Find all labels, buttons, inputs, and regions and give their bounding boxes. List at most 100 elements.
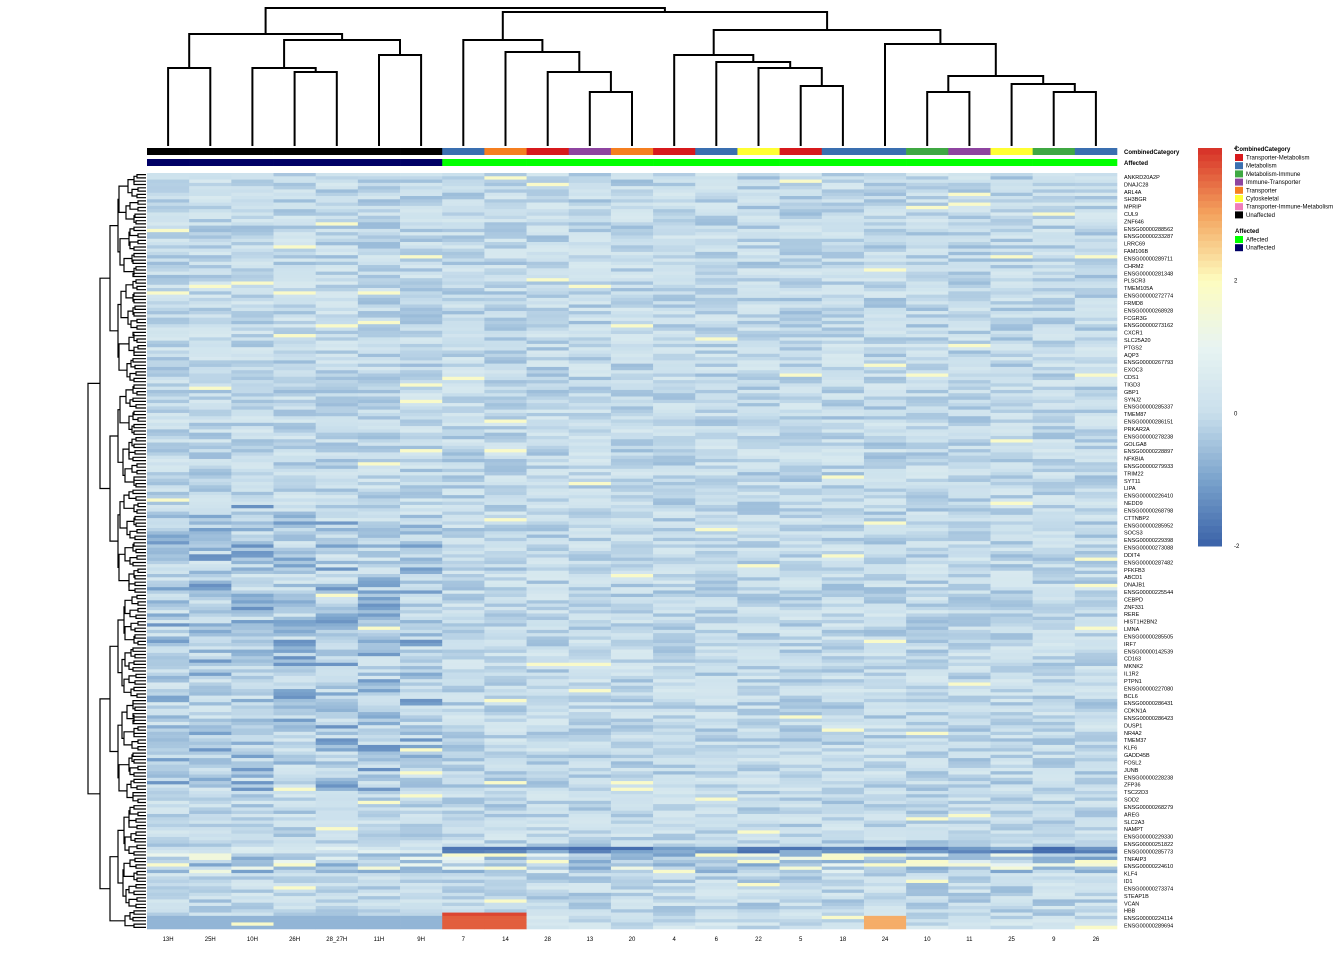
heatmap-cell	[442, 320, 485, 325]
heatmap-cell	[147, 373, 190, 378]
heatmap-cell	[990, 547, 1033, 552]
heatmap-cell	[1074, 186, 1118, 190]
heatmap-cell	[821, 370, 865, 374]
heatmap-cell	[779, 498, 823, 502]
heatmap-cell	[948, 242, 991, 246]
heatmap-cell	[906, 830, 949, 834]
heatmap-cell	[442, 370, 485, 374]
heatmap-cell	[1032, 429, 1076, 433]
heatmap-cell	[442, 426, 485, 430]
heatmap-cell	[779, 610, 823, 614]
heatmap-cell	[695, 587, 738, 591]
heatmap-cell	[526, 495, 570, 499]
heatmap-cell	[189, 662, 232, 667]
heatmap-cell	[821, 514, 865, 519]
heatmap-cell	[147, 416, 190, 420]
heatmap-cell	[442, 708, 485, 713]
heatmap-cell	[610, 481, 654, 486]
heatmap-cell	[863, 649, 907, 654]
heatmap-cell	[400, 468, 443, 473]
heatmap-cell	[484, 472, 527, 476]
heatmap-cell	[1074, 616, 1118, 621]
heatmap-cell	[863, 800, 907, 805]
heatmap-cell	[273, 511, 316, 516]
heatmap-cell	[442, 383, 485, 387]
heatmap-cell	[779, 311, 823, 315]
heatmap-cell	[273, 370, 316, 374]
heatmap-cell	[1032, 761, 1076, 765]
heatmap-cell	[315, 771, 359, 775]
heatmap-cell	[189, 613, 232, 618]
heatmap-cell	[526, 797, 570, 802]
heatmap-cell	[653, 432, 696, 437]
heatmap-cell	[906, 629, 949, 634]
heatmap-cell	[231, 199, 274, 203]
heatmap-cell	[442, 314, 485, 318]
heatmap-cell	[273, 541, 316, 545]
heatmap-cell	[821, 475, 865, 479]
heatmap-cell	[526, 475, 570, 479]
heatmap-cell	[948, 836, 991, 841]
heatmap-cell	[357, 623, 401, 627]
heatmap-cell	[610, 340, 654, 345]
heatmap-cell	[695, 603, 738, 608]
heatmap-cell	[610, 567, 654, 572]
heatmap-cell	[779, 771, 823, 775]
heatmap-cell	[821, 202, 865, 207]
heatmap-cell	[948, 869, 991, 874]
heatmap-cell	[1074, 215, 1118, 220]
heatmap-cell	[948, 705, 991, 710]
heatmap-cell	[1074, 761, 1118, 765]
heatmap-cell	[906, 343, 949, 348]
heatmap-cell	[695, 504, 738, 509]
heatmap-cell	[147, 547, 190, 552]
heatmap-cell	[1074, 334, 1118, 338]
heatmap-cell	[442, 689, 485, 693]
heatmap-cell	[526, 616, 570, 621]
heatmap-cell	[821, 787, 865, 792]
heatmap-cell	[779, 495, 823, 499]
heatmap-cell	[273, 274, 316, 279]
heatmap-cell	[526, 366, 570, 371]
heatmap-cell	[990, 748, 1033, 752]
heatmap-cell	[189, 856, 232, 861]
heatmap-cell	[863, 232, 907, 236]
heatmap-cell	[273, 301, 316, 305]
heatmap-cell	[653, 623, 696, 627]
heatmap-cell	[906, 251, 949, 256]
heatmap-cell	[821, 268, 865, 272]
heatmap-cell	[1074, 209, 1118, 213]
heatmap-cell	[863, 242, 907, 246]
heatmap-cell	[863, 626, 907, 631]
heatmap-cell	[1032, 790, 1076, 795]
heatmap-cell	[526, 219, 570, 223]
heatmap-cell	[400, 744, 443, 749]
heatmap-cell	[400, 212, 443, 217]
heatmap-cell	[147, 692, 190, 696]
heatmap-cell	[484, 623, 527, 627]
heatmap-cell	[1032, 636, 1076, 641]
heatmap-cell	[189, 508, 232, 512]
heatmap-cell	[315, 735, 359, 739]
heatmap-cell	[906, 597, 949, 601]
heatmap-cell	[147, 317, 190, 322]
heatmap-cell	[357, 261, 401, 266]
heatmap-cell	[695, 452, 738, 456]
heatmap-cell	[653, 873, 696, 877]
heatmap-cell	[526, 271, 570, 276]
heatmap-cell	[484, 771, 527, 775]
heatmap-cell	[1032, 564, 1076, 568]
heatmap-cell	[695, 764, 738, 769]
heatmap-cell	[737, 580, 780, 585]
heatmap-cell	[147, 689, 190, 693]
heatmap-cell	[610, 705, 654, 710]
heatmap-cell	[526, 662, 570, 667]
heatmap-cell	[990, 301, 1033, 305]
heatmap-cell	[906, 445, 949, 450]
heatmap-cell	[1032, 606, 1076, 611]
heatmap-cell	[695, 879, 738, 884]
heatmap-cell	[695, 606, 738, 611]
heatmap-cell	[400, 251, 443, 256]
heatmap-cell	[147, 606, 190, 611]
heatmap-cell	[315, 222, 359, 226]
